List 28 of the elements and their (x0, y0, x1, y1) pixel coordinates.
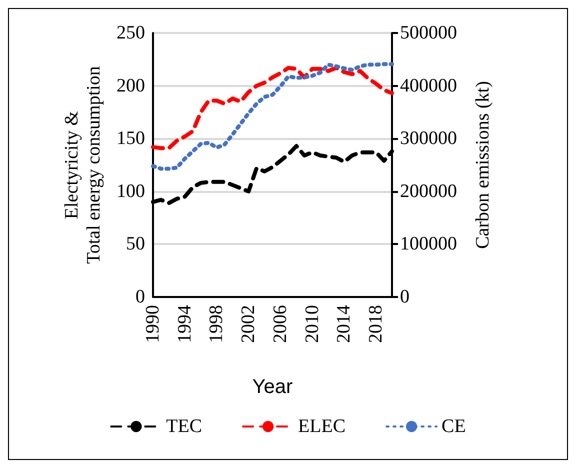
y-tick-label: 200 (116, 75, 145, 96)
x-tick-label: 1990 (142, 305, 164, 343)
y-tick-label: 150 (116, 128, 145, 150)
line-series (151, 62, 394, 171)
y2-tick-label: 200000 (400, 180, 457, 202)
y-axis-title: Electyricity & Total energy consumption (62, 66, 104, 264)
y-tick-label: 100 (116, 180, 145, 202)
y2-tick-label: 400000 (400, 75, 457, 96)
x-tick-label: 2002 (238, 305, 260, 343)
x-tick-label: 2010 (302, 305, 323, 343)
y-tick-label: 0 (136, 286, 145, 308)
x-axis-title: Year (252, 376, 294, 398)
legend-label: CE (442, 416, 466, 437)
legend-label: TEC (166, 416, 202, 437)
y-tick-label: 250 (116, 22, 145, 44)
x-tick-label: 2018 (366, 305, 387, 343)
x-tick-label: 2014 (334, 304, 355, 343)
y2-tick-label: 100000 (400, 234, 457, 255)
y2-tick-label: 0 (400, 286, 410, 308)
y2-tick-label: 300000 (400, 128, 457, 150)
y2-tick-label: 500000 (400, 22, 457, 44)
line-series (151, 66, 394, 150)
x-tick-label: 1998 (206, 305, 228, 343)
legend-label: ELEC (298, 416, 346, 437)
y2-axis-title: Carbon emissions (kt) (472, 81, 494, 249)
y-tick-label: 50 (126, 234, 145, 255)
x-tick-label: 2006 (270, 305, 291, 343)
x-tick-label: 1994 (174, 304, 196, 343)
